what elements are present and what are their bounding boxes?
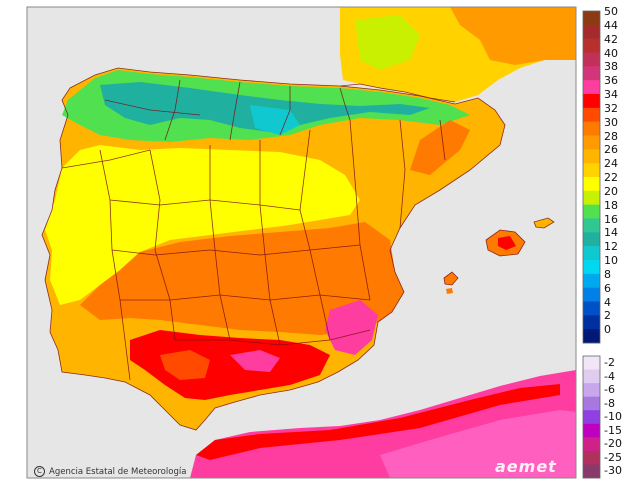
legend-tick-label: 12 bbox=[604, 240, 618, 254]
formentera bbox=[446, 288, 453, 294]
map-frame bbox=[26, 6, 577, 479]
legend-tick-label: 22 bbox=[604, 171, 618, 184]
legend-negative-border bbox=[582, 355, 601, 479]
legend-tick-label: -2 bbox=[604, 356, 615, 369]
iberia-yellow-zone bbox=[45, 145, 360, 305]
legend-tick-label: 26 bbox=[604, 143, 618, 157]
copyright-icon: C bbox=[34, 466, 45, 477]
legend-swatch bbox=[583, 464, 600, 479]
legend-tick-label: 30 bbox=[604, 115, 618, 129]
legend-tick-label: 6 bbox=[604, 281, 611, 295]
legend-swatch bbox=[583, 218, 600, 233]
legend-swatch bbox=[583, 24, 600, 39]
legend-swatch bbox=[583, 315, 600, 330]
legend-swatch bbox=[583, 80, 600, 95]
legend-swatch bbox=[583, 94, 600, 109]
legend-tick-label: 36 bbox=[604, 74, 618, 88]
legend-tick-label: -15 bbox=[604, 423, 622, 437]
legend-tick-label: -4 bbox=[604, 369, 615, 383]
legend-tick-label: 44 bbox=[604, 18, 618, 32]
legend-swatch bbox=[583, 410, 600, 425]
legend-swatch bbox=[583, 329, 600, 344]
iberia-andalusia-hot bbox=[130, 330, 330, 400]
menorca bbox=[534, 218, 554, 228]
legend-swatch bbox=[583, 11, 600, 26]
legend-tick-label: 16 bbox=[604, 212, 618, 226]
legend-tick-label: 34 bbox=[604, 88, 618, 101]
aemet-logo: aemet bbox=[495, 457, 557, 476]
legend-swatch bbox=[583, 135, 600, 150]
iberia-sierra-pink bbox=[230, 350, 280, 372]
legend-swatch bbox=[583, 163, 600, 178]
credit-label: Agencia Estatal de Meteorología bbox=[49, 466, 187, 477]
legend-tick-label: 14 bbox=[604, 226, 618, 240]
legend-swatch bbox=[583, 204, 600, 219]
legend-swatch bbox=[583, 246, 600, 261]
iberia-southeast-pink bbox=[325, 300, 378, 355]
iberia-cantabrian-cool bbox=[250, 105, 300, 135]
legend-tick-label: -30 bbox=[604, 464, 622, 478]
legend-swatch bbox=[583, 301, 600, 316]
legend-tick-label: 8 bbox=[604, 267, 611, 281]
legend-tick-label: 20 bbox=[604, 184, 618, 198]
legend-swatch bbox=[583, 396, 600, 411]
legend-colorbar bbox=[582, 10, 601, 479]
legend-tick-label: 0 bbox=[604, 323, 611, 337]
legend-tick-label: 50 bbox=[604, 5, 618, 18]
legend-swatch bbox=[583, 38, 600, 53]
credit-text: C Agencia Estatal de Meteorología bbox=[34, 466, 186, 477]
legend-tick-label: 38 bbox=[604, 60, 618, 74]
legend-tick-label: 40 bbox=[604, 46, 618, 60]
legend-tick-label: 18 bbox=[604, 198, 618, 212]
legend-swatch bbox=[583, 437, 600, 452]
legend-tick-label: -25 bbox=[604, 450, 622, 464]
administrative-borders bbox=[41, 67, 555, 431]
legend-swatch bbox=[583, 287, 600, 302]
legend-swatch bbox=[583, 121, 600, 136]
legend-tick-label: 32 bbox=[604, 101, 618, 115]
legend-tick-label: -8 bbox=[604, 396, 615, 410]
legend-positive-border bbox=[582, 10, 601, 344]
legend-tick-label: 2 bbox=[604, 309, 611, 323]
legend-swatch bbox=[583, 232, 600, 247]
mallorca-hot-core bbox=[498, 236, 516, 250]
legend-swatch bbox=[583, 190, 600, 205]
legend-swatch bbox=[583, 177, 600, 192]
france-green-area bbox=[355, 15, 420, 70]
legend-swatch bbox=[583, 423, 600, 438]
legend-swatch bbox=[583, 149, 600, 164]
iberia-guadalquivir-hot bbox=[160, 350, 210, 380]
legend-tick-label: 28 bbox=[604, 129, 618, 143]
africa-interior bbox=[380, 410, 576, 478]
legend-tick-label: 10 bbox=[604, 254, 618, 267]
legend-swatch bbox=[583, 66, 600, 81]
legend-tick-label: 4 bbox=[604, 295, 611, 309]
legend-swatch bbox=[583, 356, 600, 370]
legend-swatch bbox=[583, 383, 600, 397]
legend-tick-label: 42 bbox=[604, 32, 618, 46]
legend-tick-label: -10 bbox=[604, 410, 622, 424]
africa-hot-strip bbox=[196, 384, 560, 460]
france-warm-area bbox=[450, 7, 576, 65]
legend-swatch bbox=[583, 52, 600, 67]
iberia-east-coast-warm bbox=[410, 120, 470, 175]
legend-swatch bbox=[583, 450, 600, 465]
legend-swatch bbox=[583, 107, 600, 122]
legend-swatch bbox=[583, 273, 600, 288]
legend-tick-label: 24 bbox=[604, 157, 618, 171]
legend-tick-label: -20 bbox=[604, 437, 622, 451]
legend-swatch bbox=[583, 260, 600, 275]
legend-swatch bbox=[583, 369, 600, 384]
legend-tick-label: -6 bbox=[604, 383, 615, 397]
